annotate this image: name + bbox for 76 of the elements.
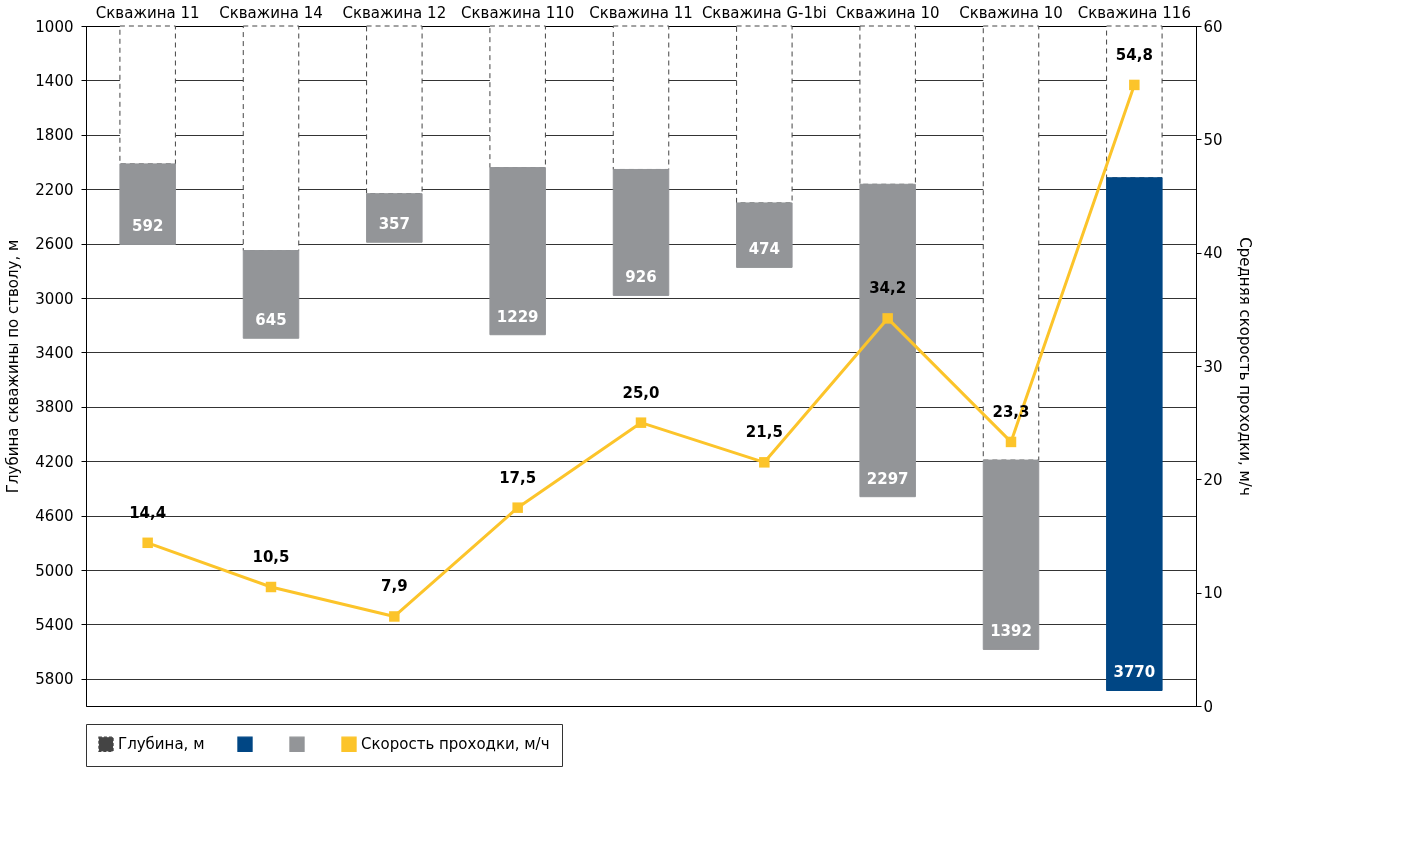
- legend-label: Глубина, м: [118, 735, 205, 754]
- x-tick-label: Скважина 116: [1077, 3, 1191, 22]
- bar: [982, 459, 1040, 650]
- data-label: 474: [748, 240, 780, 259]
- x-tick-label: Скважина 10: [835, 3, 940, 22]
- y-tick-label: 5800: [35, 670, 74, 689]
- bar: [1106, 25, 1163, 179]
- x-tick-label: Скважина 11: [589, 3, 693, 22]
- bar: [612, 168, 670, 296]
- bar: [366, 193, 423, 243]
- data-label: 21,5: [745, 423, 783, 442]
- data-label: 926: [625, 268, 657, 287]
- bar: [119, 25, 176, 165]
- bar: [1106, 177, 1163, 691]
- y2-tick-label: 40: [1203, 244, 1223, 263]
- data-label: 1229: [496, 307, 539, 326]
- bar: [859, 183, 916, 498]
- data-label: 357: [378, 215, 410, 234]
- point: [389, 611, 400, 622]
- point: [1005, 436, 1017, 448]
- y-tick-label: 5400: [35, 615, 74, 634]
- y-tick-label: 1800: [35, 126, 74, 145]
- bar: [489, 167, 546, 336]
- bar: [859, 25, 916, 185]
- legend-label: Скорость проходки, м/ч: [361, 735, 550, 754]
- y-tick-label: 1000: [35, 17, 74, 36]
- x-tick-label: Скважина 14: [219, 3, 323, 22]
- bar: [612, 25, 670, 170]
- point: [265, 581, 277, 593]
- data-label: 1392: [990, 622, 1032, 641]
- point: [882, 313, 893, 324]
- point: [1129, 79, 1140, 91]
- bar: [982, 25, 1040, 461]
- bar: [736, 202, 793, 268]
- bar: [489, 25, 546, 169]
- point: [759, 457, 770, 468]
- bar: [366, 25, 423, 195]
- data-label: 17,5: [499, 468, 537, 487]
- y2-tick-label: 60: [1203, 17, 1223, 36]
- data-label: 3770: [1113, 663, 1156, 682]
- y-tick-label: 2600: [35, 235, 74, 254]
- x-tick-label: Скважина G-1bi: [701, 3, 827, 22]
- point: [635, 417, 647, 428]
- data-label: 54,8: [1115, 45, 1153, 64]
- y2-tick-label: 30: [1203, 357, 1223, 376]
- y2-tick-label: 50: [1203, 130, 1223, 149]
- x-tick-label: Скважина 110: [461, 3, 575, 22]
- x-tick-label: Скважина 12: [342, 3, 447, 22]
- y-tick-label: 2200: [35, 180, 74, 199]
- x-tick-label: Скважина 11: [95, 3, 200, 22]
- data-label: 34,2: [869, 279, 907, 298]
- point: [512, 502, 523, 513]
- y2-tick-label: 20: [1203, 470, 1223, 489]
- y-axis-title: Глубина скважины по стволу, м: [4, 239, 23, 494]
- y-tick-label: 4200: [35, 452, 74, 471]
- y-tick-label: 3000: [35, 289, 74, 308]
- x-tick-label: Скважина 10: [959, 3, 1063, 22]
- y-tick-label: 3400: [35, 343, 74, 362]
- y2-axis-title: Средняя скорость проходки, м/ч: [1235, 237, 1254, 496]
- data-label: 592: [132, 217, 164, 236]
- bar: [242, 25, 300, 252]
- data-label: 645: [255, 311, 287, 330]
- bar: [736, 25, 793, 204]
- point: [142, 537, 153, 549]
- data-label: 2297: [866, 469, 909, 488]
- data-label: 25,0: [622, 383, 660, 402]
- y-tick-label: 1400: [35, 71, 74, 90]
- y-tick-label: 3800: [35, 398, 74, 417]
- bar: [242, 250, 300, 339]
- y-tick-label: 5000: [35, 561, 74, 580]
- data-label: 10,5: [252, 548, 290, 566]
- y-tick-label: 4600: [35, 507, 74, 526]
- data-label: 7,9: [381, 577, 408, 596]
- bar: [119, 163, 176, 245]
- y2-tick-label: 0: [1203, 697, 1214, 716]
- y2-tick-label: 10: [1203, 584, 1223, 603]
